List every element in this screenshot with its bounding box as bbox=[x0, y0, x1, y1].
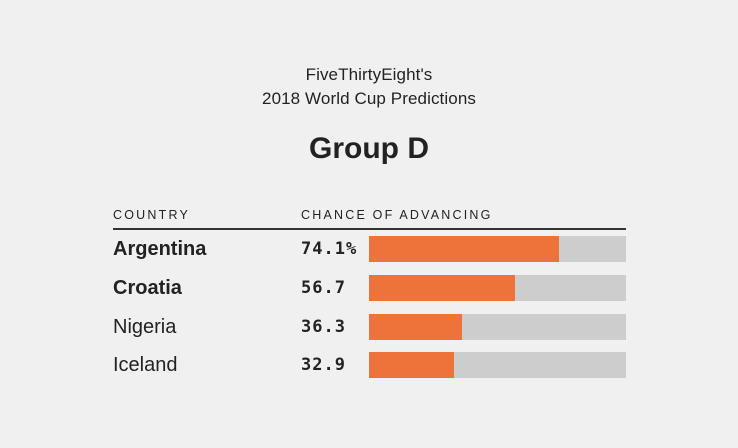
chance-value: 74.1% bbox=[301, 239, 358, 259]
bar-argentina bbox=[369, 236, 560, 262]
column-header-country: COUNTRY bbox=[113, 208, 190, 222]
bar-croatia bbox=[369, 275, 515, 301]
title-line-2: 2018 World Cup Predictions bbox=[262, 89, 476, 108]
chance-value: 56.7 bbox=[301, 278, 346, 298]
bar-track bbox=[369, 352, 626, 378]
chance-value: 32.9 bbox=[301, 355, 346, 375]
table-row: Nigeria 36.3 bbox=[0, 314, 738, 340]
country-label: Argentina bbox=[113, 238, 207, 260]
bar-iceland bbox=[369, 352, 454, 378]
country-label: Nigeria bbox=[113, 316, 177, 338]
table-row: Iceland 32.9 bbox=[0, 352, 738, 378]
bar-track bbox=[369, 236, 626, 262]
bar-track bbox=[369, 275, 626, 301]
country-label: Croatia bbox=[113, 277, 182, 299]
column-header-chance: CHANCE OF ADVANCING bbox=[301, 208, 493, 222]
header-rule bbox=[113, 228, 626, 230]
group-title: Group D bbox=[309, 132, 429, 165]
bar-track bbox=[369, 314, 626, 340]
table-row: Argentina 74.1% bbox=[0, 236, 738, 262]
table-row: Croatia 56.7 bbox=[0, 275, 738, 301]
chance-value: 36.3 bbox=[301, 317, 346, 337]
title-line-1: FiveThirtyEight's bbox=[305, 65, 433, 84]
bar-nigeria bbox=[369, 314, 463, 340]
country-label: Iceland bbox=[113, 354, 178, 376]
